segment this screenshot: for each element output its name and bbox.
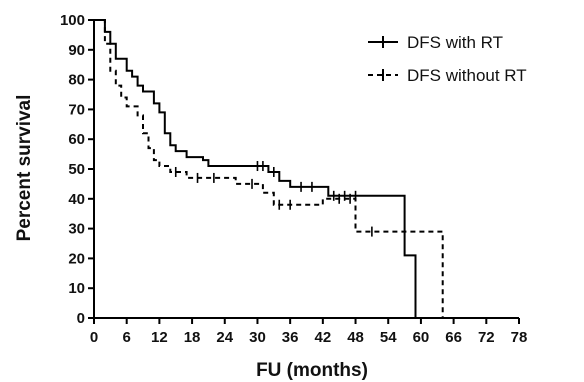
legend-item-without-rt: DFS without RT [368, 66, 527, 85]
x-tick-label: 18 [184, 329, 201, 346]
y-tick-label: 60 [68, 131, 85, 148]
x-tick-label: 60 [413, 329, 430, 346]
x-axis: 0 6 12 18 24 30 36 42 48 54 60 66 72 78 [90, 317, 528, 346]
legend: DFS with RT DFS without RT [368, 33, 527, 85]
x-tick-label: 0 [90, 329, 98, 346]
x-tick-label: 36 [282, 329, 299, 346]
series-line-without-rt [94, 19, 449, 319]
x-tick-label: 30 [249, 329, 266, 346]
y-tick-label: 90 [68, 42, 85, 59]
y-axis-title: Percent survival [14, 95, 35, 242]
x-tick-label: 42 [315, 329, 332, 346]
x-tick-label: 6 [123, 329, 131, 346]
series-line-with-rt [94, 19, 421, 319]
y-tick-label: 0 [77, 310, 85, 327]
x-tick-label: 54 [380, 329, 397, 346]
y-tick-label: 20 [68, 250, 85, 267]
plot-area [94, 19, 449, 319]
legend-label-with-rt: DFS with RT [407, 33, 503, 52]
y-tick-label: 50 [68, 161, 85, 178]
x-tick-label: 66 [445, 329, 462, 346]
legend-item-with-rt: DFS with RT [368, 33, 503, 52]
y-tick-label: 80 [68, 72, 85, 89]
y-tick-label: 30 [68, 221, 85, 238]
x-tick-label: 48 [347, 329, 364, 346]
y-tick-label: 70 [68, 101, 85, 118]
x-axis-title: FU (months) [256, 360, 368, 381]
x-tick-label: 78 [511, 329, 528, 346]
y-tick-label: 100 [60, 12, 85, 29]
y-tick-label: 40 [68, 191, 85, 208]
x-tick-label: 72 [478, 329, 495, 346]
legend-label-without-rt: DFS without RT [407, 66, 527, 85]
y-tick-label: 10 [68, 280, 85, 297]
x-tick-label: 24 [216, 329, 233, 346]
y-axis: 0 10 20 30 40 50 60 70 80 90 100 [60, 12, 95, 327]
x-tick-label: 12 [151, 329, 168, 346]
